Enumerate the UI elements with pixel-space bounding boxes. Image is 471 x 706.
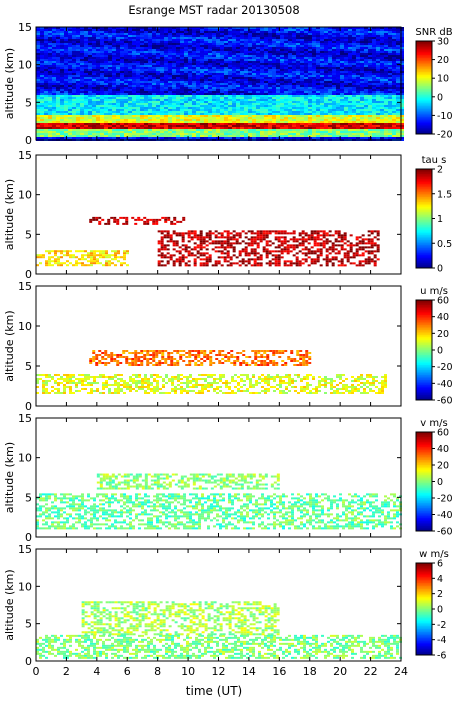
- x-tick-label: 12: [212, 665, 226, 678]
- chart-title: Esrange MST radar 20130508: [128, 3, 299, 17]
- colorbar-tick-label: -60: [437, 527, 453, 538]
- y-axis-label: altitude (km): [3, 310, 16, 381]
- colorbar: tau s21.510.50: [416, 155, 452, 275]
- y-tick-label: 15: [18, 412, 32, 425]
- x-axis-label: time (UT): [186, 684, 242, 698]
- y-tick-label: 5: [25, 491, 32, 504]
- colorbar: w m/s6 4 2 0 -2 -4 -6: [416, 549, 449, 662]
- colorbar-tick-label: -20: [437, 362, 453, 373]
- x-tick-label: 0: [33, 665, 40, 678]
- colorbar-tick-label: 10: [437, 74, 449, 85]
- colorbar-tick-label: -40: [437, 510, 453, 521]
- colorbar-tick-label: 2: [437, 589, 443, 600]
- y-tick-label: 10: [18, 320, 32, 333]
- colorbar-tick-label: 4: [437, 574, 443, 585]
- y-tick-label: 15: [18, 280, 32, 293]
- colorbar-tick-label: -20: [437, 130, 453, 141]
- x-tick-label: 20: [333, 665, 347, 678]
- y-axis-label: altitude (km): [3, 179, 16, 250]
- colorbar-tick-label: -60: [437, 396, 453, 407]
- x-tick-label: 18: [303, 665, 317, 678]
- colorbar-tick-label: 6: [437, 559, 443, 570]
- colorbar-tick-label: 0: [437, 605, 443, 616]
- y-tick-label: 10: [18, 580, 32, 593]
- colorbar-tick-label: 20: [437, 55, 449, 66]
- heatmap-cells: [36, 601, 402, 659]
- x-tick-label: 8: [154, 665, 161, 678]
- y-tick-label: 15: [18, 21, 32, 34]
- colorbar-tick-label: -20: [437, 494, 453, 505]
- y-tick-label: 5: [25, 228, 32, 241]
- heatmap-cells: [36, 217, 380, 266]
- colorbar-tick-label: -10: [437, 111, 453, 122]
- y-axis-label: altitude (km): [3, 569, 16, 640]
- colorbar-tick-label: -6: [437, 651, 446, 662]
- y-tick-label: 15: [18, 149, 32, 162]
- x-tick-label: 24: [394, 665, 408, 678]
- colorbar-tick-label: 40: [437, 444, 449, 455]
- x-tick-label: 10: [181, 665, 195, 678]
- colorbar-tick-label: 20: [437, 461, 449, 472]
- colorbar-tick-label: -40: [437, 379, 453, 390]
- colorbar-tick-label: 60: [437, 428, 449, 439]
- y-axis-label: altitude (km): [3, 48, 16, 119]
- colorbar-tick-label: 0: [437, 477, 443, 488]
- heatmap-cells: [36, 350, 387, 394]
- colorbar-tick-label: 1.5: [437, 189, 452, 200]
- colorbar-tick-label: 20: [437, 329, 449, 340]
- colorbar-tick-label: 60: [437, 296, 449, 307]
- x-tick-label: 14: [242, 665, 256, 678]
- y-tick-label: 5: [25, 96, 32, 109]
- colorbar-tick-label: 40: [437, 312, 449, 323]
- colorbar-tick-label: 1: [437, 214, 443, 225]
- y-tick-label: 5: [25, 360, 32, 373]
- y-tick-label: 5: [25, 618, 32, 631]
- colorbar-tick-label: 30: [437, 37, 449, 48]
- y-tick-label: 10: [18, 452, 32, 465]
- y-tick-label: 15: [18, 543, 32, 556]
- y-tick-label: 10: [18, 59, 32, 72]
- x-tick-label: 2: [63, 665, 70, 678]
- colorbar-tick-label: 0.5: [437, 239, 452, 250]
- x-tick-label: 6: [124, 665, 131, 678]
- colorbar-label: w m/s: [419, 549, 449, 560]
- heatmap-cells: [36, 474, 402, 530]
- colorbar-tick-label: 0: [437, 346, 443, 357]
- y-tick-label: 0: [25, 134, 32, 147]
- colorbar-tick-label: 0: [437, 92, 443, 103]
- colorbar-tick-label: 2: [437, 165, 443, 176]
- y-tick-label: 10: [18, 189, 32, 202]
- colorbar-tick-label: -4: [437, 635, 446, 646]
- x-tick-label: 16: [272, 665, 286, 678]
- colorbar-tick-label: 0: [437, 264, 443, 275]
- x-tick-label: 4: [93, 665, 100, 678]
- heatmap-cells: [36, 27, 404, 141]
- y-axis-label: altitude (km): [3, 442, 16, 513]
- colorbar-tick-label: -2: [437, 620, 446, 631]
- y-tick-label: 0: [25, 655, 32, 668]
- x-tick-label: 22: [364, 665, 378, 678]
